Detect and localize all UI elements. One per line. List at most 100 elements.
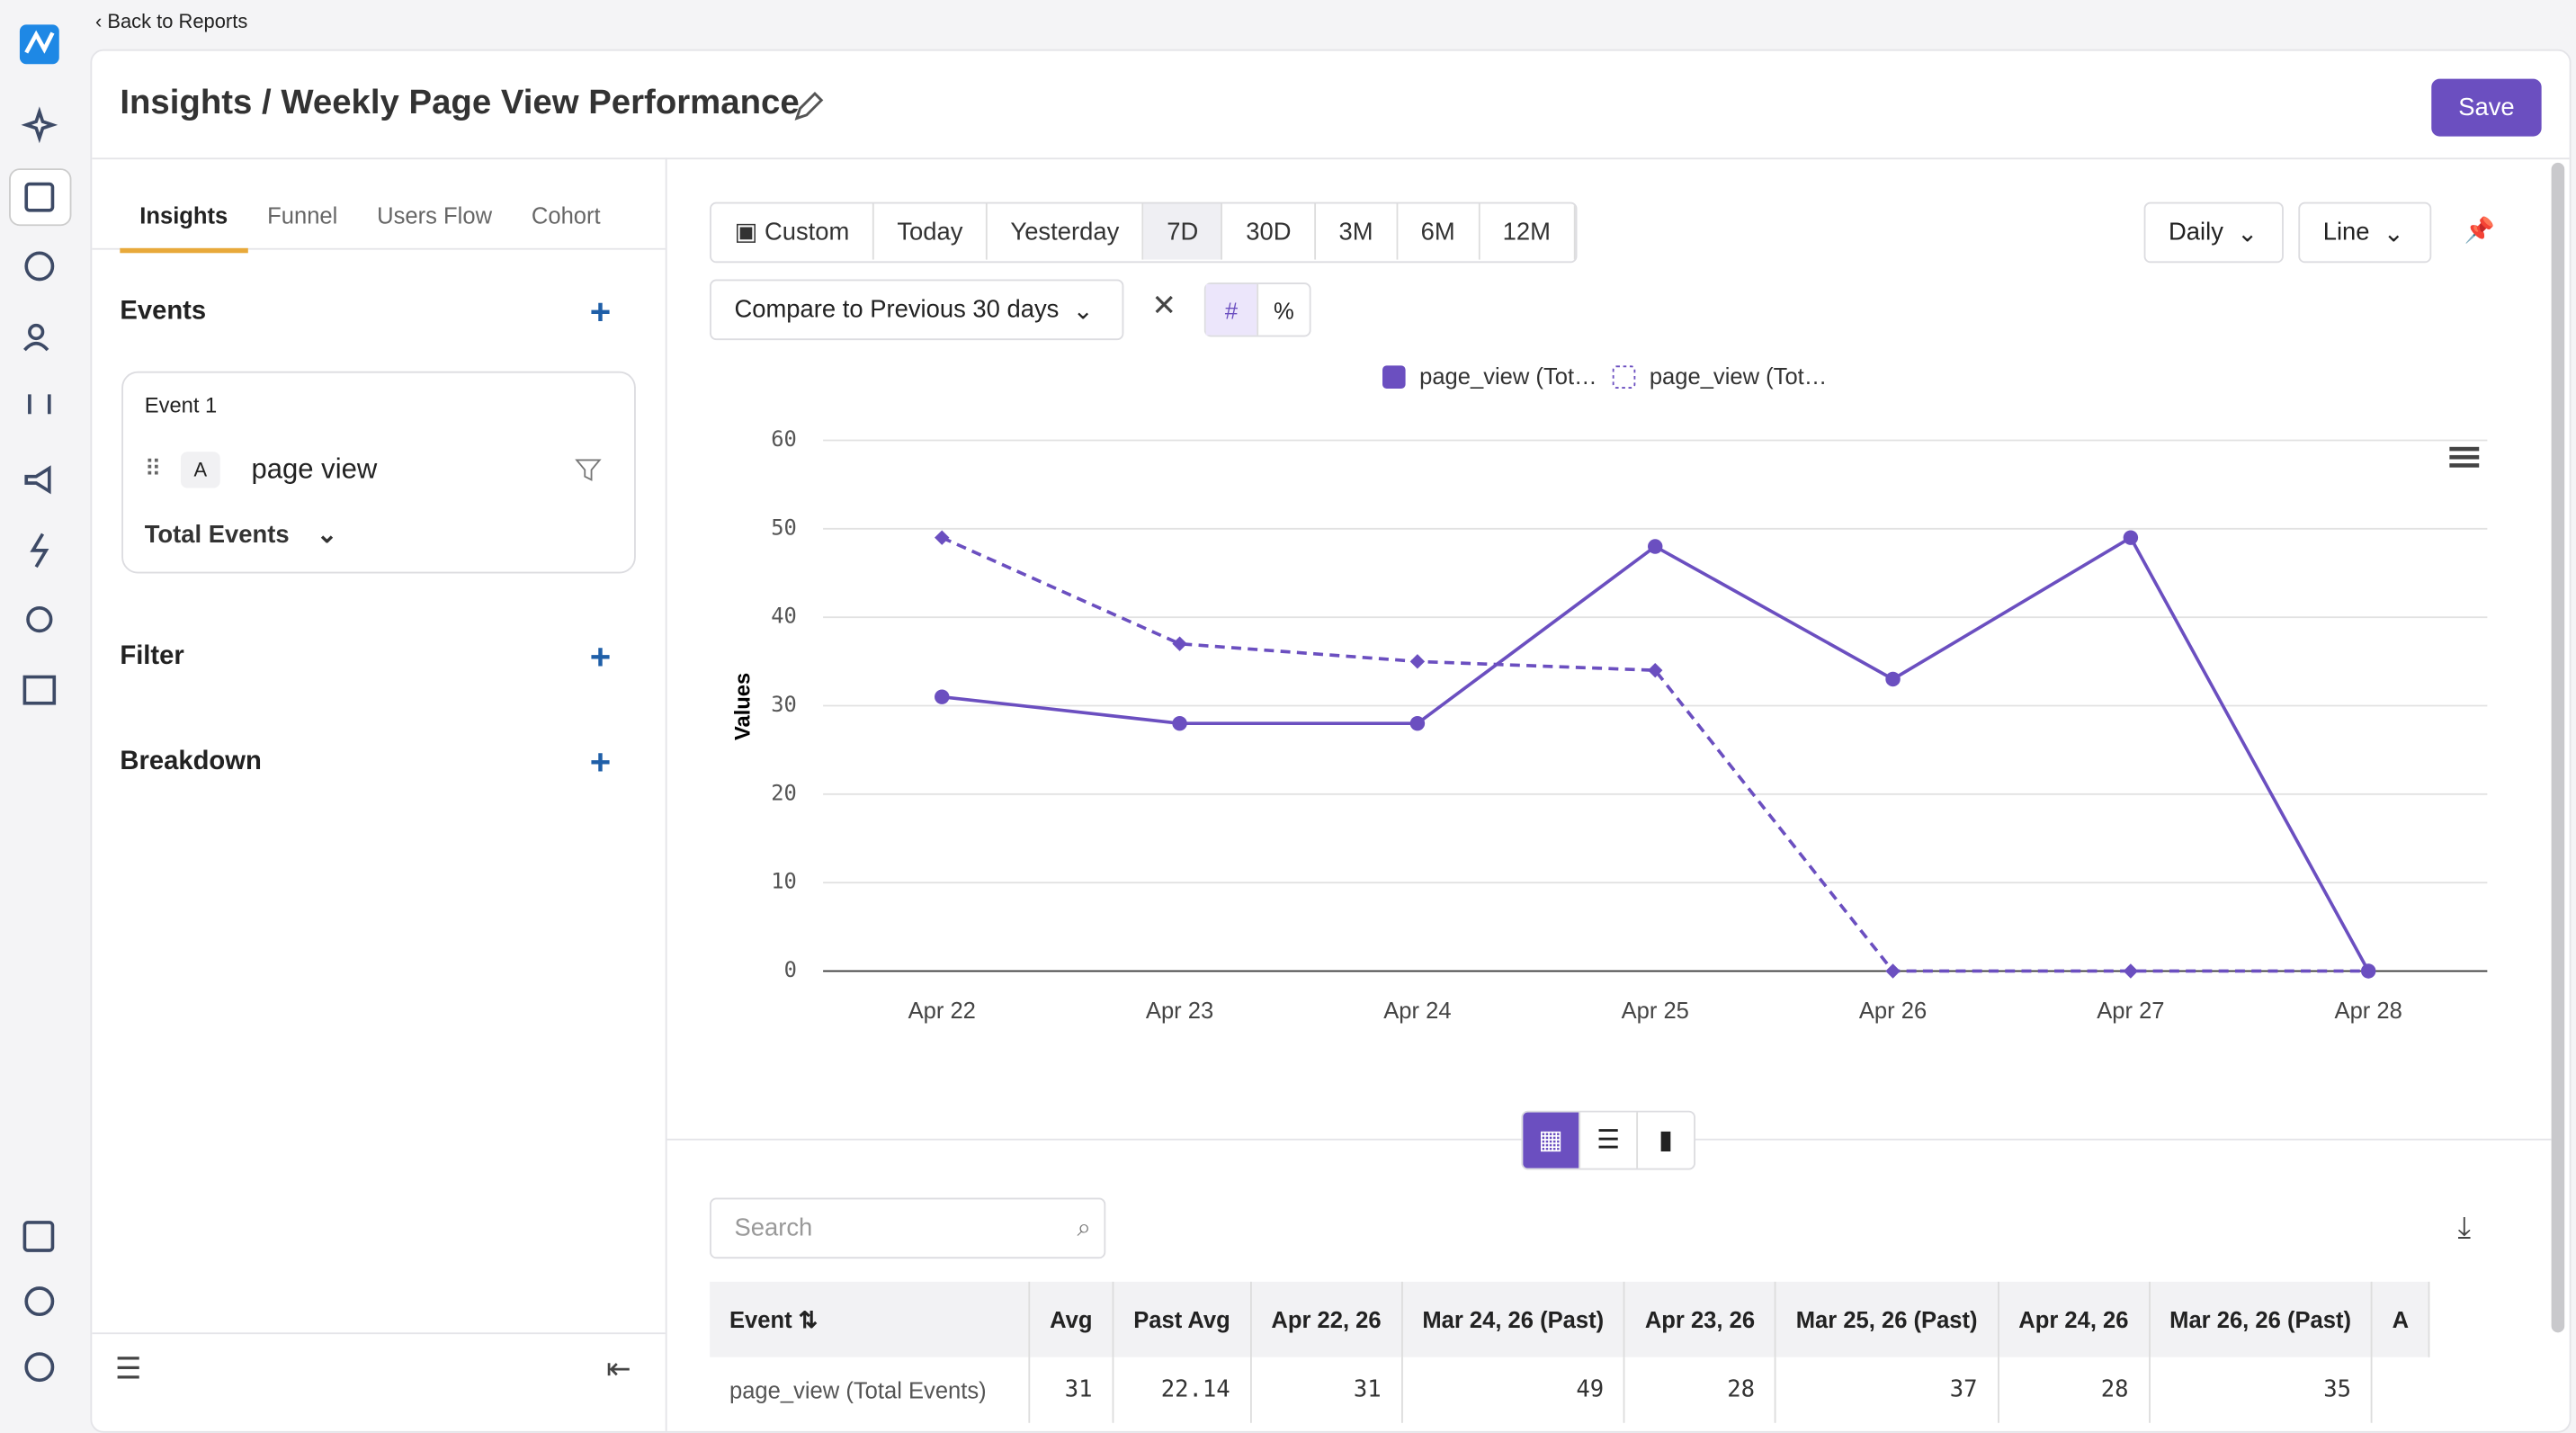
drag-handle[interactable]: ⠿ [144, 454, 162, 482]
event-card: Event 1 ⠿ A page view Total Events ⌄ [121, 371, 636, 574]
event-label: Event 1 [144, 392, 218, 417]
tab[interactable]: Users Flow [377, 202, 493, 228]
column-header[interactable]: Apr 22, 26 [1250, 1281, 1403, 1357]
unit-number[interactable]: # [1205, 283, 1257, 336]
range-button[interactable]: 7D [1143, 203, 1223, 260]
point [1885, 671, 1901, 687]
cell: page_view (Total Events) [710, 1357, 1031, 1423]
range-group: ▣ Custom Today Yesterday 7D 30D 3M 6M 12M [710, 202, 1578, 264]
column-header[interactable]: A [2371, 1281, 2430, 1357]
range-button[interactable]: 6M [1398, 203, 1480, 260]
list-view[interactable]: ☰ [1579, 1112, 1636, 1169]
x-tick-label: Apr 27 [2097, 999, 2164, 1024]
y-tick-label: 0 [784, 957, 797, 982]
interval-text: Daily [2169, 218, 2223, 246]
point [935, 689, 950, 704]
y-tick-label: 20 [771, 780, 797, 805]
column-header[interactable]: Avg [1029, 1281, 1114, 1357]
nav-icon[interactable] [24, 465, 51, 495]
collapse-icon[interactable]: ☰ [114, 1352, 142, 1385]
collapse-panel[interactable]: ⇤ [605, 1352, 631, 1385]
icon-rail [9, 24, 72, 1383]
charttype-select[interactable]: Line ⌄ [2298, 202, 2432, 264]
range-button[interactable]: Today [874, 203, 988, 260]
grid-view[interactable]: ▦ [1523, 1112, 1579, 1169]
range-button[interactable]: 30D [1223, 203, 1316, 260]
column-header[interactable]: Mar 26, 26 (Past) [2149, 1281, 2373, 1357]
add-breakdown[interactable]: + [589, 740, 612, 783]
nav-icon[interactable] [24, 1352, 55, 1383]
bar-view[interactable]: ▮ [1636, 1112, 1694, 1169]
point [2123, 963, 2139, 979]
measure-select[interactable]: Total Events ⌄ [144, 521, 338, 550]
nav-icon[interactable] [24, 251, 55, 282]
x-tick-label: Apr 28 [2335, 999, 2402, 1024]
legend-swatch [1612, 365, 1636, 389]
cell: 31 [1250, 1357, 1403, 1423]
nav-icon[interactable] [21, 106, 58, 144]
edit-icon[interactable] [792, 90, 825, 123]
cell: 28 [1623, 1357, 1776, 1423]
event-letter: A [180, 452, 220, 488]
column-header[interactable]: Mar 25, 26 (Past) [1775, 1281, 1999, 1357]
clear-compare[interactable]: ✕ [1151, 289, 1176, 322]
compare-select[interactable]: Compare to Previous 30 days ⌄ [710, 279, 1124, 341]
unit-percent[interactable]: % [1257, 283, 1309, 336]
pin-icon[interactable]: 📌 [2464, 217, 2495, 246]
tab[interactable]: Cohort [531, 202, 601, 228]
save-button[interactable]: Save [2431, 78, 2542, 137]
search-box[interactable]: Search ⌕ [710, 1197, 1106, 1259]
range-button[interactable]: Yesterday [988, 203, 1144, 260]
column-header[interactable]: Apr 24, 26 [1998, 1281, 2151, 1357]
nav-icon[interactable] [24, 1286, 55, 1317]
range-button[interactable]: ▣ Custom [711, 203, 874, 260]
range-button[interactable]: 3M [1316, 203, 1399, 260]
point [1885, 963, 1901, 979]
column-header[interactable]: Mar 24, 26 (Past) [1401, 1281, 1625, 1357]
series-line [941, 536, 2369, 973]
nav-icon[interactable] [28, 323, 45, 341]
tab[interactable]: Funnel [267, 202, 338, 228]
section-label: Filter [120, 642, 184, 671]
unit-toggle: # % [1203, 282, 1311, 337]
interval-select[interactable]: Daily ⌄ [2143, 202, 2284, 264]
point [1409, 715, 1426, 731]
nav-icon[interactable] [26, 605, 53, 633]
active-nav[interactable] [9, 168, 72, 227]
point [2123, 530, 2139, 545]
measure-text: Total Events [144, 521, 290, 550]
header-row: Event ⇅ Avg Past Avg Apr 22, 26 Mar 24, 26 (… [710, 1281, 2430, 1357]
cell: 49 [1401, 1357, 1625, 1423]
add-event[interactable]: + [589, 291, 612, 332]
nav-icon[interactable] [22, 1221, 55, 1252]
report-title: Insights / Weekly Page View Performance [120, 84, 800, 122]
data-table: Event ⇅ Avg Past Avg Apr 22, 26 Mar 24, 26 (… [710, 1281, 2430, 1423]
tab[interactable]: Insights [120, 202, 248, 254]
nav-icon[interactable] [22, 675, 57, 705]
add-filter[interactable]: + [589, 635, 612, 677]
y-tick-label: 10 [771, 869, 797, 894]
point [1648, 539, 1663, 554]
legend-label[interactable]: page_view (Tot… [1650, 364, 1828, 390]
tabs: Insights Funnel Users Flow Cohort [120, 202, 620, 254]
column-header[interactable]: Apr 23, 26 [1623, 1281, 1776, 1357]
point [1648, 662, 1663, 678]
view-toggle: ▦ ☰ ▮ [1521, 1110, 1695, 1170]
column-header[interactable]: Past Avg [1113, 1281, 1252, 1357]
nav-icon[interactable] [30, 533, 49, 569]
x-tick-label: Apr 22 [908, 999, 976, 1024]
column-header[interactable]: Event ⇅ [710, 1281, 1031, 1357]
filter-icon[interactable] [575, 457, 602, 483]
x-tick-label: Apr 24 [1383, 999, 1451, 1024]
legend-label[interactable]: page_view (Tot… [1419, 364, 1597, 390]
scrollbar[interactable] [2551, 162, 2565, 1333]
download-icon[interactable]: ⤓ [2457, 1211, 2472, 1244]
section-label: Breakdown [120, 748, 262, 776]
back-link[interactable]: ‹ Back to Reports [94, 9, 248, 33]
chart-menu[interactable] [2449, 446, 2480, 468]
back-text: Back to Reports [107, 9, 248, 33]
range-button[interactable]: 12M [1480, 203, 1576, 260]
data-row: page_view (Total Events) 31 22.14 31 49 28 37 2… [710, 1357, 2429, 1423]
